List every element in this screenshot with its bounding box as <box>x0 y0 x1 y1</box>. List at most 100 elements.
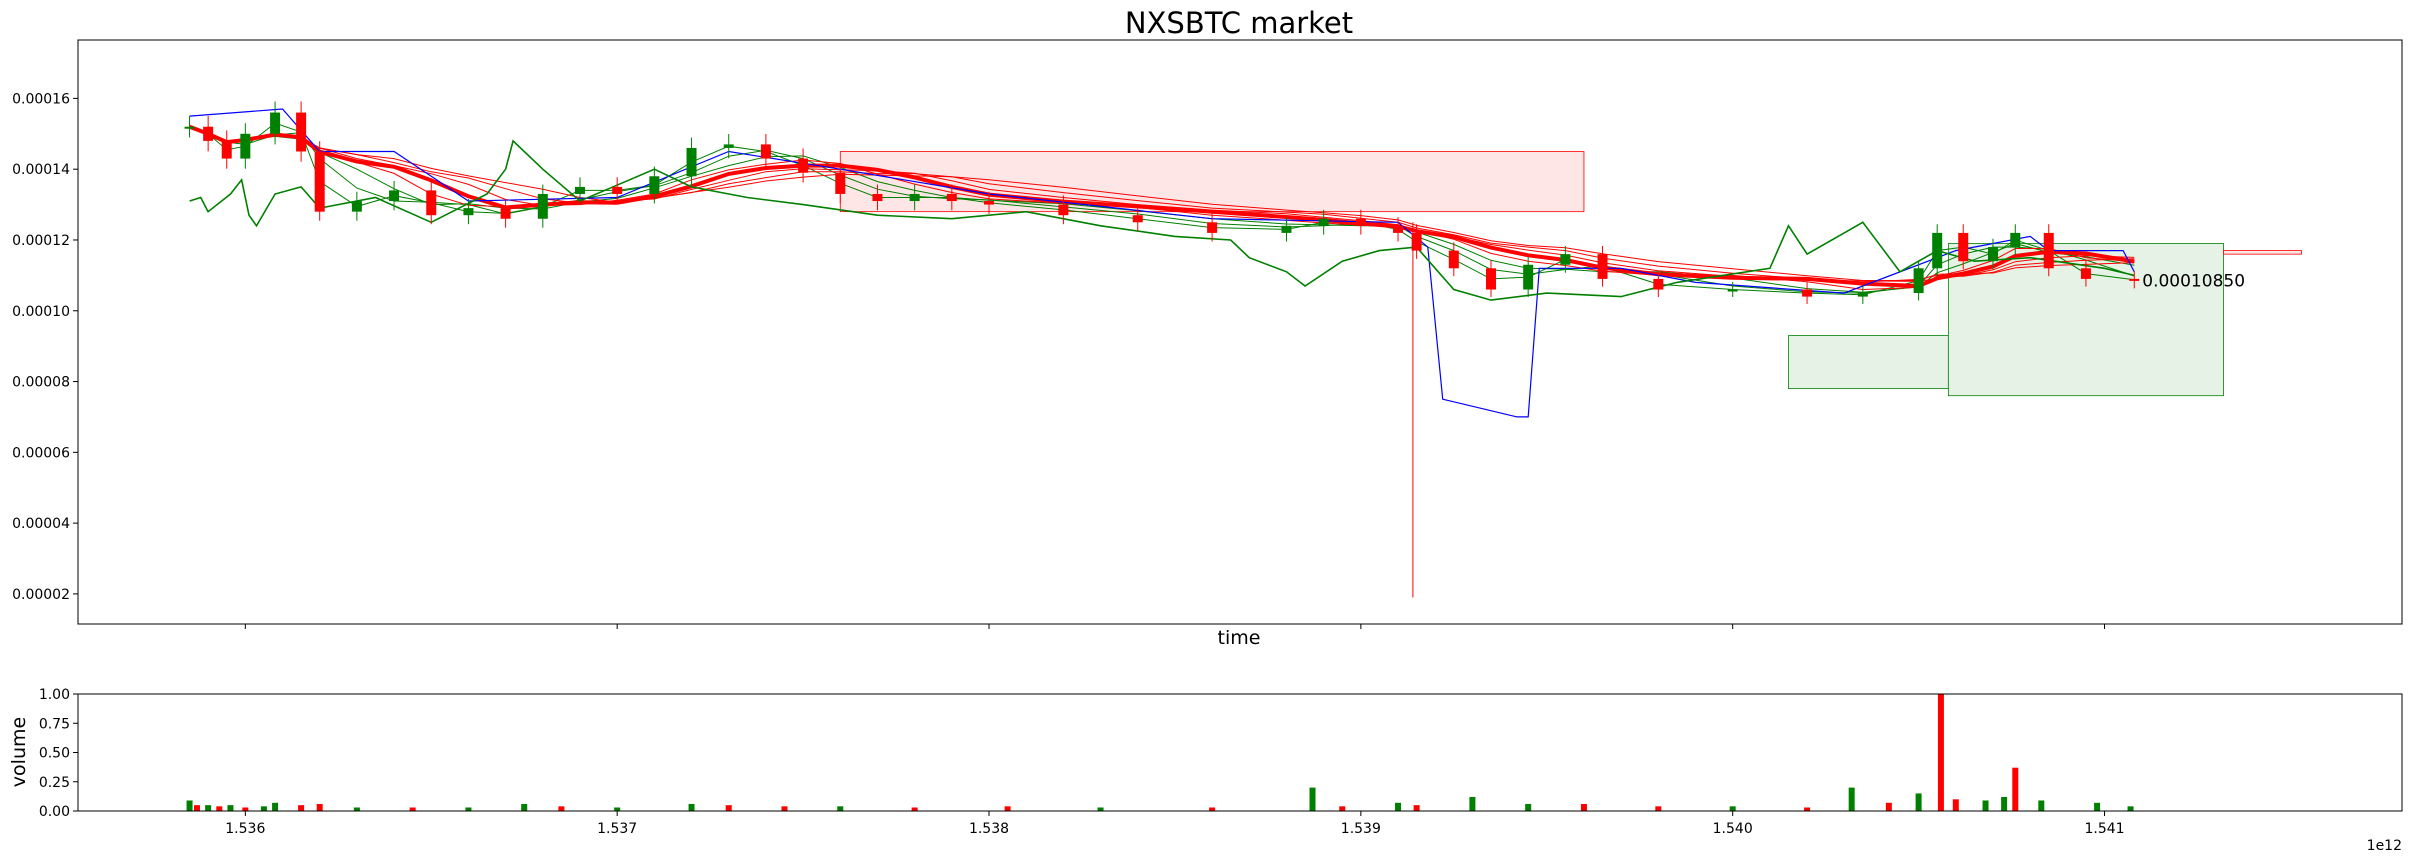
volume-bar <box>1848 787 1855 811</box>
candle-body <box>1485 268 1496 290</box>
candle-body <box>760 144 771 159</box>
volume-bar <box>205 805 212 811</box>
volume-bar <box>1309 787 1316 811</box>
volume-bar <box>614 807 621 811</box>
candle-body <box>2129 278 2140 281</box>
volume-bar <box>227 805 234 811</box>
candle-body <box>2080 268 2091 279</box>
volume-bar <box>298 805 305 811</box>
last-price-label: 0.00010850 <box>2142 272 2245 292</box>
y-tick-label: 0.00012 <box>12 233 70 249</box>
vol-x-tick-label: 1.540 <box>1713 821 1753 837</box>
y-tick-label: 0.00006 <box>12 445 70 461</box>
candle-body <box>2010 232 2021 248</box>
x-axis-label: time <box>1218 627 1261 649</box>
candle-body <box>1560 254 1571 265</box>
volume-bar <box>2094 802 2101 811</box>
volume-bar <box>1395 802 1402 811</box>
candle-body <box>500 208 511 219</box>
candle-body <box>1932 232 1943 269</box>
candle-body <box>203 126 214 141</box>
vol-y-tick-label: 0.75 <box>39 716 70 732</box>
volume-bar <box>1580 803 1587 811</box>
volume-axes: 0.00 0.25 0.50 0.75 1.00 1.536 1.537 1.538 1.53… <box>39 687 2403 837</box>
volume-bar <box>2038 800 2045 811</box>
candle-body <box>463 208 474 216</box>
candle-body <box>351 201 362 212</box>
candle-body <box>946 193 957 202</box>
candle-body <box>872 193 883 202</box>
vol-y-tick-label: 1.00 <box>39 687 70 703</box>
volume-bar <box>465 807 472 811</box>
candle-body <box>537 193 548 219</box>
ema-line-green <box>189 126 2135 294</box>
candle-body <box>835 172 846 194</box>
y-tick-label: 0.00014 <box>12 162 70 178</box>
candle-body <box>1318 218 1329 226</box>
ema-line-green <box>189 122 2135 296</box>
cloud-band <box>2223 250 2303 255</box>
candle-body <box>389 190 400 202</box>
vol-x-tick-label: 1.536 <box>225 821 265 837</box>
volume-bar <box>1982 800 1989 811</box>
volume-bar <box>1004 806 1011 811</box>
candle-body <box>184 126 195 129</box>
volume-bar <box>1097 807 1104 811</box>
candle-body <box>1523 264 1534 290</box>
volume-bar <box>521 803 528 811</box>
candle-body <box>1802 289 1813 297</box>
volume-bar <box>1952 799 1959 811</box>
candle-body <box>1727 289 1738 292</box>
volume-bar <box>2012 767 2019 811</box>
candle-body <box>1913 268 1924 294</box>
candle-body <box>1958 232 1969 262</box>
ema-line-red <box>189 126 2135 281</box>
candle-body <box>221 140 232 159</box>
candle-body <box>612 186 623 194</box>
vol-x-tick-label: 1.541 <box>2084 821 2124 837</box>
volume-bar <box>1209 807 1216 811</box>
candle-body <box>314 151 325 212</box>
y-tick-label: 0.00004 <box>12 516 70 532</box>
volume-bar <box>353 807 360 811</box>
candle-body <box>649 176 660 194</box>
candle-body <box>574 186 585 194</box>
candle-body <box>2043 232 2054 269</box>
volume-bar <box>725 805 732 811</box>
candle-body <box>270 112 281 134</box>
volume-bar <box>1655 806 1662 811</box>
y-tick-label: 0.00008 <box>12 375 70 391</box>
volume-bar <box>558 806 565 811</box>
volume-bar <box>1885 802 1892 811</box>
volume-bar <box>1413 805 1420 811</box>
volume-bar <box>2001 796 2008 811</box>
ema-line-red <box>189 126 2135 291</box>
candle-body <box>296 112 307 152</box>
volume-bar <box>242 807 249 811</box>
volume-bar <box>1804 807 1811 811</box>
vol-x-tick-label: 1.537 <box>597 821 637 837</box>
vol-x-tick-label: 1.539 <box>1341 821 1381 837</box>
volume-bar <box>260 806 267 811</box>
volume-axis-label: volume <box>8 717 30 787</box>
ema-line-green <box>189 126 2135 293</box>
chart-title: NXSBTC market <box>1125 6 1353 40</box>
vol-y-tick-label: 0.00 <box>39 804 70 820</box>
volume-bar <box>272 802 279 811</box>
volume-bar <box>1937 694 1944 811</box>
volume-bar <box>1339 806 1346 811</box>
volume-bar <box>688 803 695 811</box>
volume-bar <box>186 800 193 811</box>
price-axes-frame <box>77 39 2403 625</box>
volume-bar <box>911 807 918 811</box>
volume-bar <box>216 806 223 811</box>
candle-body <box>1207 222 1218 233</box>
candle-body <box>1987 247 1998 262</box>
candle-body <box>1857 293 1868 297</box>
green-line <box>189 139 2135 301</box>
vol-x-tick-label: 1.538 <box>969 821 1009 837</box>
volume-bar <box>1915 793 1922 811</box>
price-axes: 0.00010850 0.00002 0.00004 0.00006 0.00008 0… <box>12 39 2403 629</box>
volume-bar <box>1525 803 1532 811</box>
